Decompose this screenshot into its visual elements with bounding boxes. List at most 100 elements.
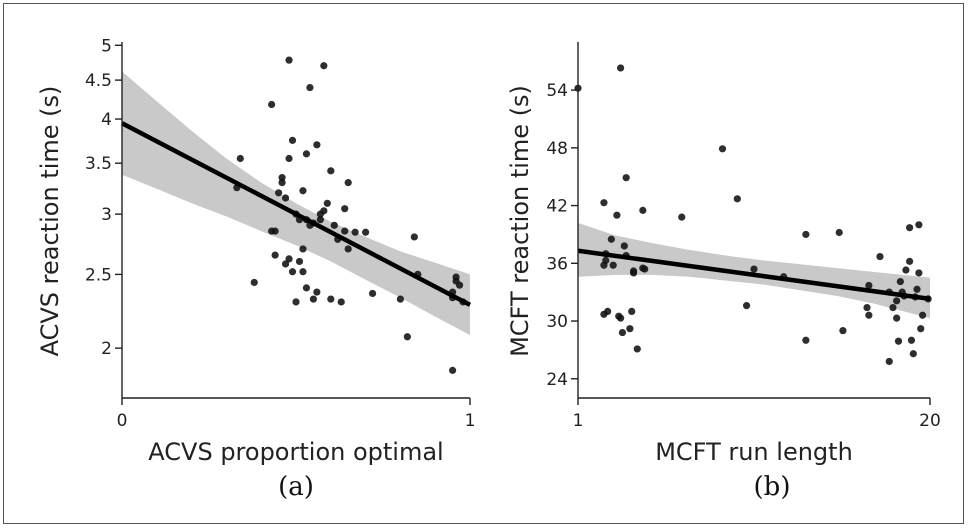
data-point: [275, 189, 283, 197]
data-point: [617, 64, 625, 72]
data-point: [299, 268, 307, 276]
data-point: [313, 288, 321, 296]
data-point: [313, 141, 321, 149]
data-point: [750, 265, 758, 273]
data-point: [281, 194, 290, 202]
data-point: [896, 277, 904, 286]
data-point: [341, 205, 349, 213]
data-point: [288, 136, 297, 144]
figure-frame: [3, 3, 964, 524]
data-point: [885, 357, 893, 366]
data-point: [742, 302, 751, 310]
data-point: [618, 328, 627, 337]
data-point: [362, 228, 370, 236]
data-point: [323, 199, 331, 207]
x-tick-label: 0: [117, 411, 128, 431]
data-point: [236, 154, 244, 163]
data-point: [316, 216, 324, 224]
data-point: [626, 325, 634, 333]
y-tick-label: 4: [101, 110, 112, 130]
panel-label: (b): [754, 472, 791, 502]
data-point: [907, 336, 916, 344]
data-point: [622, 174, 630, 182]
data-point: [396, 295, 404, 303]
data-point: [628, 307, 636, 316]
data-point: [865, 311, 873, 319]
data-point: [906, 257, 914, 265]
data-point: [641, 265, 649, 273]
y-axis-title: ACVS reaction time (s): [36, 86, 64, 357]
data-point: [633, 345, 641, 353]
data-point: [835, 228, 843, 237]
data-point: [250, 278, 258, 287]
y-tick-label: 36: [546, 254, 568, 274]
regression-line: [120, 121, 472, 307]
data-point: [718, 145, 727, 153]
data-point: [285, 154, 293, 163]
data-point: [268, 100, 276, 109]
data-point: [915, 221, 923, 229]
y-tick-label: 42: [546, 197, 568, 217]
data-point: [906, 224, 914, 232]
data-point: [617, 314, 625, 322]
data-point: [295, 257, 304, 266]
data-point: [678, 213, 686, 221]
panel-b: 24 30 36 42 48 54 1 20 MCFT run length MCFT re…: [506, 42, 941, 502]
x-axis-title: MCFT run length: [655, 438, 853, 466]
data-point: [894, 337, 903, 345]
data-point: [865, 281, 873, 290]
data-point: [902, 266, 910, 274]
data-point: [403, 333, 411, 341]
data-point: [320, 207, 328, 215]
data-point: [278, 179, 286, 187]
confidence-band: [122, 71, 470, 336]
data-point: [285, 56, 293, 64]
x-axis-title: ACVS proportion optimal: [148, 438, 443, 466]
data-point: [281, 260, 290, 268]
x-tick-label: 1: [573, 411, 584, 431]
data-point: [309, 295, 317, 303]
data-point: [278, 174, 286, 182]
data-point: [913, 285, 921, 293]
data-point: [893, 314, 901, 322]
data-point: [327, 295, 335, 303]
data-point: [876, 252, 884, 261]
data-point: [271, 227, 279, 235]
data-point: [639, 206, 647, 214]
y-tick-label: 30: [546, 312, 568, 332]
data-points: [233, 56, 467, 374]
data-point: [455, 281, 464, 289]
data-point: [909, 350, 917, 358]
y-tick-label: 48: [546, 139, 568, 159]
data-point: [330, 221, 338, 229]
data-point: [609, 261, 617, 269]
data-point: [863, 303, 871, 312]
data-point: [299, 245, 307, 253]
data-point: [604, 307, 612, 316]
data-point: [299, 187, 307, 195]
data-point: [607, 235, 615, 243]
fit-line: [577, 248, 931, 302]
y-ticks: 2 2.5 3 3.5 4 4.5 5: [85, 36, 122, 359]
y-tick-label: 3: [101, 205, 112, 225]
data-point: [337, 298, 345, 306]
y-axis-title: MCFT reaction time (s): [506, 85, 534, 357]
y-tick-label: 5: [101, 36, 112, 56]
data-point: [802, 230, 810, 239]
data-point: [327, 167, 335, 175]
data-point: [620, 242, 628, 250]
data-point: [915, 269, 923, 277]
data-point: [600, 199, 608, 207]
axes: [121, 42, 470, 399]
x-tick-label: 20: [919, 411, 941, 431]
data-point: [600, 261, 608, 269]
data-point: [320, 62, 328, 70]
y-tick-label: 54: [546, 81, 568, 101]
data-point: [918, 311, 927, 319]
data-point: [613, 211, 621, 219]
data-point: [341, 227, 349, 235]
panel-label: (a): [278, 472, 314, 502]
data-points: [574, 64, 932, 366]
